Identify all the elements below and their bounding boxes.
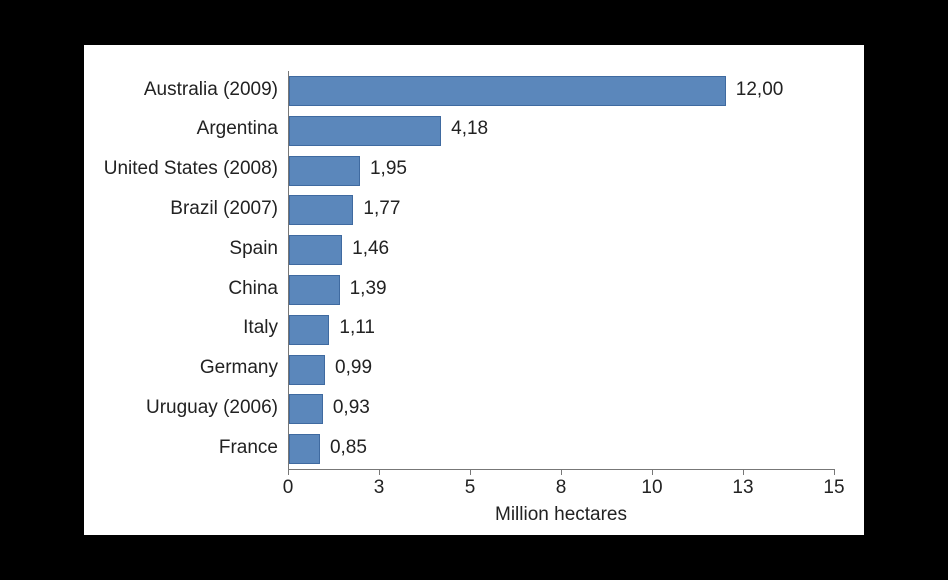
bar-value-label: 1,39 [350,278,387,300]
y-axis-category-label: United States (2008) [84,158,278,180]
bar-value-label: 1,11 [339,317,375,339]
y-axis-category-label: Germany [84,357,278,379]
y-axis-category-label: Italy [84,317,278,339]
y-axis-category-label: Australia (2009) [84,79,278,101]
x-axis-tick-label: 0 [258,477,318,499]
bar-value-label: 0,93 [333,397,370,419]
y-axis-category-label: China [84,278,278,300]
bar [289,195,353,225]
x-axis-tick-label: 15 [804,477,864,499]
x-axis-tick [834,469,835,475]
x-axis-tick [379,469,380,475]
x-axis-tick-label: 3 [349,477,409,499]
bar [289,355,325,385]
bar [289,315,329,345]
x-axis-title: Million hectares [288,504,834,526]
bar [289,434,320,464]
bar-value-label: 1,77 [363,198,400,220]
y-axis-category-label: Spain [84,238,278,260]
page-background: 12,00 4,18 1,95 1,77 1,46 1,39 1,11 0,99 0,93 0,8… [0,0,948,580]
y-axis-category-label: Brazil (2007) [84,198,278,220]
x-axis-tick [470,469,471,475]
y-axis-category-label: Argentina [84,118,278,140]
x-axis-tick-label: 8 [531,477,591,499]
x-axis-tick-label: 5 [440,477,500,499]
x-axis-tick [288,469,289,475]
y-axis-category-label: France [84,437,278,459]
bar [289,275,340,305]
bar-value-label: 0,85 [330,437,367,459]
x-axis-tick [561,469,562,475]
plot-area: 12,00 4,18 1,95 1,77 1,46 1,39 1,11 0,99 0,93 0,8… [288,71,835,470]
x-axis-tick-label: 10 [622,477,682,499]
chart-card: 12,00 4,18 1,95 1,77 1,46 1,39 1,11 0,99 0,93 0,8… [84,45,864,535]
bar-value-label: 1,95 [370,158,407,180]
bar-value-label: 12,00 [736,79,784,101]
bar [289,76,726,106]
bar [289,394,323,424]
bar [289,235,342,265]
x-axis-tick-label: 13 [713,477,773,499]
y-axis-category-label: Uruguay (2006) [84,397,278,419]
x-axis-tick [652,469,653,475]
bar-value-label: 4,18 [451,118,488,140]
x-axis-tick [743,469,744,475]
bar-value-label: 0,99 [335,357,372,379]
bar-value-label: 1,46 [352,238,389,260]
chart-card-shadow: 12,00 4,18 1,95 1,77 1,46 1,39 1,11 0,99 0,93 0,8… [84,45,864,535]
bar [289,156,360,186]
bar [289,116,441,146]
